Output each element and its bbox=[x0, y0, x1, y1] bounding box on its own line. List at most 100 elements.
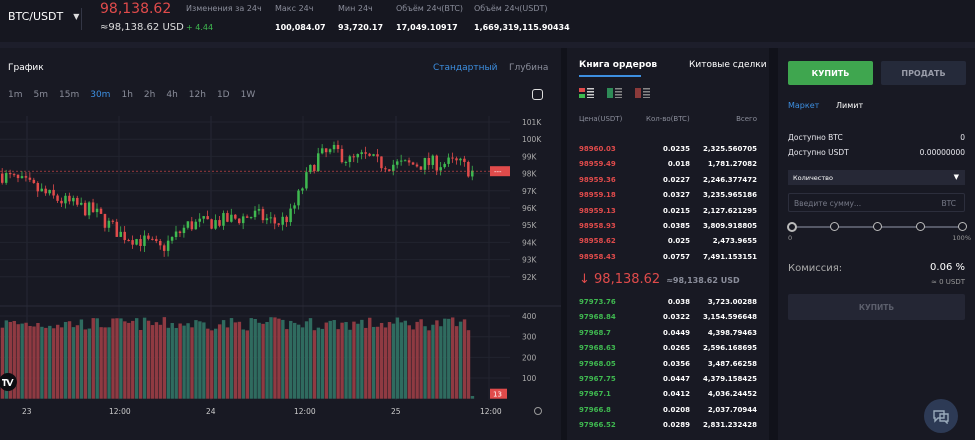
volume-bar bbox=[186, 323, 190, 399]
mid-price: ↓ 98,138.62 ≈98,138.62 USD bbox=[579, 272, 740, 287]
volume-bar bbox=[0, 327, 5, 399]
volume-bar bbox=[170, 323, 174, 399]
volume-bar bbox=[115, 318, 119, 399]
volume-bar bbox=[221, 320, 226, 399]
volume-bar bbox=[312, 330, 317, 399]
ticker-bar: BTC/USDT ▼ 98,138.62 ≈98,138.62 USD Измен… bbox=[0, 0, 975, 42]
timeframe-1m[interactable]: 1m bbox=[8, 90, 23, 100]
stat-change: Изменения за 24ч + 4.44 bbox=[186, 4, 262, 32]
buy-tab-button[interactable]: КУПИТЬ bbox=[788, 61, 873, 85]
order-type-limit[interactable]: Лимит bbox=[836, 101, 864, 110]
candlestick-chart[interactable]: 101K 100K 99K 98K 97K 96K 95K 94K 93K 92K 400 300 20… bbox=[0, 116, 561, 440]
volume-bar bbox=[427, 330, 431, 399]
volume-bar bbox=[375, 326, 380, 399]
ask-row[interactable]: 98958.43 0.0757 7,491.153151 bbox=[579, 253, 757, 264]
candle-body bbox=[332, 144, 336, 150]
price: 98959.36 bbox=[579, 175, 616, 184]
candle-body bbox=[20, 176, 24, 179]
volume-bar bbox=[12, 320, 16, 399]
volume-bar bbox=[368, 317, 372, 399]
volume-bar bbox=[360, 319, 364, 399]
view-asks-icon[interactable] bbox=[635, 88, 651, 98]
volume-bar bbox=[364, 327, 368, 399]
ask-row[interactable]: 98959.49 0.018 1,781.27082 bbox=[579, 160, 757, 171]
bid-row[interactable]: 97968.05 0.0356 3,487.66258 bbox=[579, 360, 757, 371]
bid-row[interactable]: 97968.63 0.0265 2,596.168695 bbox=[579, 344, 757, 355]
volume-bar bbox=[391, 323, 396, 399]
volume-bar bbox=[328, 320, 332, 399]
mode-depth[interactable]: Глубина bbox=[509, 63, 549, 73]
ask-row[interactable]: 98959.18 0.0327 3,235.965186 bbox=[579, 191, 757, 202]
volume-bar bbox=[59, 327, 64, 399]
tab-whale-trades[interactable]: Китовые сделки bbox=[689, 60, 767, 70]
timeframe-12h[interactable]: 12h bbox=[188, 90, 206, 100]
sell-tab-button[interactable]: ПРОДАТЬ bbox=[881, 61, 966, 85]
timeframe-15m[interactable]: 15m bbox=[59, 90, 80, 100]
total: 1,781.27082 bbox=[707, 160, 757, 169]
ask-row[interactable]: 98960.03 0.0235 2,325.560705 bbox=[579, 145, 757, 156]
fee-label: Комиссия: bbox=[788, 263, 843, 274]
candle-body bbox=[467, 161, 470, 177]
candle-body bbox=[324, 148, 328, 153]
bid-row[interactable]: 97967.1 0.0412 4,036.24452 bbox=[579, 390, 757, 401]
amount: 0.0289 bbox=[662, 421, 690, 430]
ask-row[interactable]: 98959.36 0.0227 2,246.377472 bbox=[579, 176, 757, 187]
ask-row[interactable]: 98958.62 0.025 2,473.9655 bbox=[579, 237, 757, 248]
chat-support-icon[interactable] bbox=[924, 399, 958, 433]
volume-bar bbox=[40, 326, 44, 399]
bid-row[interactable]: 97968.7 0.0449 4,398.79463 bbox=[579, 329, 757, 340]
volume-bar bbox=[383, 327, 388, 399]
volume-tick: 200 bbox=[522, 353, 537, 362]
price: 97968.84 bbox=[579, 313, 616, 322]
volume-bar bbox=[237, 321, 242, 399]
candle-body bbox=[238, 218, 241, 224]
timeframe-5m[interactable]: 5m bbox=[33, 90, 49, 100]
volume-bar bbox=[466, 330, 471, 399]
bid-row[interactable]: 97966.8 0.0208 2,037.70944 bbox=[579, 406, 757, 417]
amount-slider[interactable] bbox=[787, 222, 967, 232]
pair-selector[interactable]: BTC/USDT ▼ bbox=[8, 10, 79, 23]
amount-type-select[interactable]: Количество ▼ bbox=[788, 170, 965, 185]
mode-standard[interactable]: Стандартный bbox=[433, 63, 498, 73]
timeframe-4h[interactable]: 4h bbox=[166, 90, 178, 100]
submit-buy-button[interactable]: КУПИТЬ bbox=[788, 294, 965, 320]
volume-bar bbox=[158, 324, 163, 399]
total: 7,491.153151 bbox=[702, 252, 757, 261]
bid-row[interactable]: 97973.76 0.038 3,723.00288 bbox=[579, 298, 757, 309]
candle-body bbox=[249, 217, 253, 219]
candle-body bbox=[439, 167, 442, 171]
timeframe-2h[interactable]: 2h bbox=[143, 90, 156, 100]
amount-input[interactable]: Введите сумму... BTC bbox=[788, 193, 965, 212]
view-both-icon[interactable] bbox=[579, 88, 595, 98]
volume-bar bbox=[462, 319, 467, 399]
timeframe-30m[interactable]: 30m bbox=[90, 90, 111, 100]
volume-bar bbox=[336, 329, 340, 399]
amount: 0.0757 bbox=[662, 252, 690, 261]
x-axis-label: 23 bbox=[22, 407, 32, 416]
tab-orderbook[interactable]: Книга ордеров bbox=[579, 60, 658, 70]
candle-body bbox=[24, 176, 28, 178]
candle-body bbox=[206, 216, 209, 220]
candle-body bbox=[99, 208, 103, 214]
fullscreen-icon[interactable] bbox=[532, 89, 543, 100]
bid-row[interactable]: 97967.75 0.0447 4,379.158425 bbox=[579, 375, 757, 386]
caret-down-icon: ▼ bbox=[73, 12, 80, 21]
timeframe-1D[interactable]: 1D bbox=[216, 90, 230, 100]
volume-bar bbox=[28, 325, 32, 399]
timeframe-1W[interactable]: 1W bbox=[240, 90, 256, 100]
ask-row[interactable]: 98959.13 0.0215 2,127.621295 bbox=[579, 207, 757, 218]
volume-bar bbox=[261, 323, 265, 399]
bid-row[interactable]: 97966.52 0.0289 2,831.232428 bbox=[579, 421, 757, 432]
volume-bar bbox=[214, 328, 218, 399]
available-btc-label: Доступно BTC bbox=[788, 133, 843, 142]
candle-body bbox=[313, 164, 316, 171]
view-bids-icon[interactable] bbox=[607, 88, 623, 98]
volume-bar bbox=[32, 326, 36, 399]
volume-bar bbox=[419, 319, 423, 399]
ask-row[interactable]: 98958.93 0.0385 3,809.918805 bbox=[579, 222, 757, 233]
timeframe-1h[interactable]: 1h bbox=[121, 90, 133, 100]
order-type-market[interactable]: Маркет bbox=[788, 101, 820, 110]
candle-body bbox=[64, 195, 67, 204]
volume-bar bbox=[296, 324, 301, 399]
bid-row[interactable]: 97968.84 0.0322 3,154.596648 bbox=[579, 313, 757, 324]
